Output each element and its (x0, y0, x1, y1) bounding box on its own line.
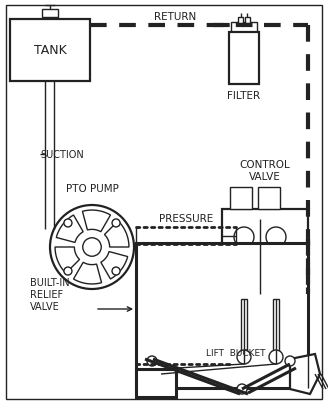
Circle shape (112, 267, 120, 275)
Polygon shape (82, 211, 111, 232)
Polygon shape (290, 354, 320, 394)
Text: PRESSURE: PRESSURE (159, 213, 213, 224)
Bar (273, 299, 279, 354)
Polygon shape (101, 252, 128, 279)
Bar (230, 188, 252, 209)
Text: PTO PUMP: PTO PUMP (66, 183, 118, 194)
Circle shape (147, 356, 157, 366)
Text: CONTROL
VALVE: CONTROL VALVE (240, 159, 290, 181)
Bar (231, 23, 257, 33)
Circle shape (64, 220, 72, 227)
Circle shape (237, 384, 247, 394)
Bar (229, 33, 259, 85)
Circle shape (269, 350, 283, 364)
Polygon shape (105, 221, 129, 247)
Polygon shape (55, 247, 79, 273)
Polygon shape (73, 262, 102, 284)
Text: SUCTION: SUCTION (40, 149, 84, 160)
Circle shape (112, 220, 120, 227)
Circle shape (234, 228, 254, 247)
Circle shape (64, 267, 72, 275)
Text: TANK: TANK (34, 45, 66, 58)
Circle shape (50, 205, 134, 289)
Circle shape (285, 356, 295, 366)
Text: BUILT-IN
RELIEF
VALVE: BUILT-IN RELIEF VALVE (30, 278, 70, 311)
Text: FILTER: FILTER (227, 91, 260, 101)
Bar (238, 18, 243, 24)
Bar (258, 188, 280, 209)
Bar (241, 299, 247, 354)
Circle shape (266, 228, 286, 247)
Bar (222, 209, 308, 299)
Text: RETURN: RETURN (154, 12, 196, 22)
Bar (42, 10, 58, 18)
Text: LIFT  BUCKET: LIFT BUCKET (206, 349, 265, 358)
Circle shape (237, 350, 251, 364)
Circle shape (83, 238, 101, 257)
Bar (245, 18, 250, 24)
Polygon shape (56, 215, 83, 243)
Bar (136, 243, 308, 388)
Bar (136, 369, 176, 397)
Bar (10, 20, 90, 82)
